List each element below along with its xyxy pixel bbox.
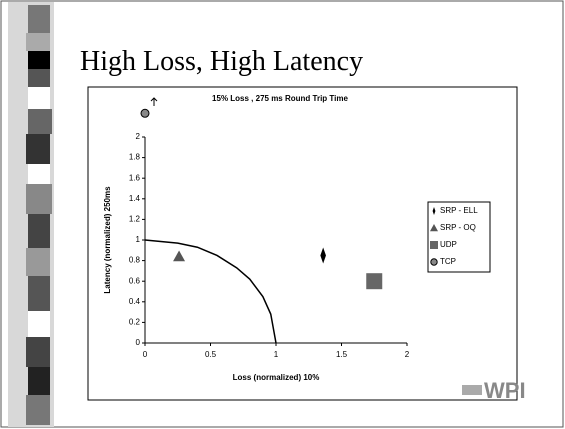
x-tick-label: 1 [274,350,279,359]
y-tick-label: 1.6 [129,173,141,182]
decor-strip [8,2,54,427]
point [173,250,186,262]
y-tick-label: 0.6 [129,276,141,285]
reference-curve [144,239,277,344]
y-tick-label: 2 [136,132,141,141]
point [320,247,326,264]
legend-marker [430,241,438,249]
legend-label: UDP [440,240,457,249]
y-tick-label: 1.4 [129,194,141,203]
x-tick-label: 1.5 [336,350,348,359]
y-tick-label: 0.8 [129,256,141,265]
x-axis-label: Loss (normalized) 10% [233,373,320,382]
y-tick-label: 1 [136,235,141,244]
y-tick-label: 1.2 [129,215,141,224]
legend-marker [430,224,438,232]
x-tick-label: 0 [143,350,148,359]
x-tick-label: 2 [405,350,410,359]
point [366,273,383,290]
point [140,108,150,118]
legend-label: SRP - ELL [440,206,478,215]
y-axis-label: Latency (normalized) 250ms [103,186,112,294]
legend-box [427,201,491,273]
legend-marker [432,207,436,215]
x-tick-label: 0.5 [205,350,217,359]
y-tick-label: 0.4 [129,297,141,306]
y-tick-label: 0.2 [129,318,141,327]
legend-label: SRP - OQ [440,223,476,232]
chart-title: 15% Loss , 275 ms Round Trip Time [212,94,348,103]
y-tick-label: 1.8 [129,153,141,162]
logo: WPI [462,378,526,403]
legend-marker [430,258,438,266]
off-chart-arrow [150,97,158,106]
logo-text: WPI [484,378,526,403]
legend-label: TCP [440,257,456,266]
slide-title: High Loss, High Latency [80,46,363,77]
y-tick-label: 0 [136,338,141,347]
